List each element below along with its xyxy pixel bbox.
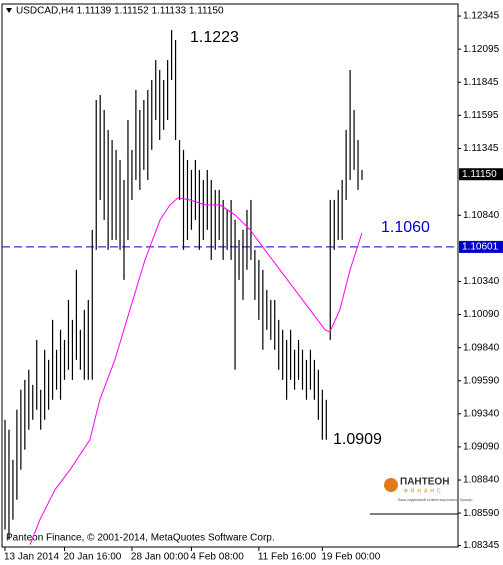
x-tick-label: 13 Jan 2014	[4, 552, 59, 563]
y-tick-label: 1.08345	[463, 540, 500, 551]
level-label: 1.10601	[462, 242, 499, 253]
y-tick-label: 1.12345	[463, 11, 500, 22]
plot-frame	[1, 3, 459, 548]
y-tick-label: 1.08590	[463, 508, 500, 519]
y-tick-label: 1.10840	[463, 210, 500, 221]
price-label: 1.11150	[462, 169, 497, 180]
y-tick-label: 1.11845	[463, 77, 499, 88]
y-tick-label: 1.09090	[463, 442, 500, 453]
y-tick-label: 1.10090	[463, 309, 500, 320]
x-tick-label: 4 Feb 08:00	[190, 552, 244, 563]
y-tick-label: 1.09340	[463, 408, 500, 419]
footer: Panteon Finance, © 2001-2014, MetaQuotes…	[6, 533, 275, 544]
x-tick-label: 11 Feb 16:00	[258, 552, 317, 563]
annotation: 1.1223	[190, 29, 239, 46]
level-label-bg	[459, 240, 503, 253]
x-tick-label: 19 Feb 00:00	[321, 552, 380, 563]
y-tick-label: 1.11595	[463, 110, 499, 121]
logo-icon	[384, 478, 398, 492]
logo-sub: ФИНАНС	[404, 488, 444, 494]
chart-title: USDCAD,H4 1.11139 1.11152 1.11133 1.1115…	[16, 6, 224, 17]
y-tick-label: 1.09840	[463, 342, 500, 353]
logo: ПАНТЕОН ФИНАНС Ваш надежный инвестиционн…	[384, 477, 473, 502]
menu-arrow	[6, 8, 12, 13]
logo-name: ПАНТЕОН	[400, 477, 449, 488]
x-tick-label: 20 Jan 16:00	[64, 552, 122, 563]
y-tick-label: 1.12095	[463, 44, 500, 55]
price-label-bg	[459, 168, 503, 181]
y-tick-label: 1.08840	[463, 475, 500, 486]
logo-tagline: Ваш надежный инвестиционный брокер	[398, 497, 473, 502]
y-tick-label: 1.10340	[463, 276, 500, 287]
annotation: 1.0909	[333, 431, 382, 448]
annotation: 1.1060	[381, 219, 430, 236]
y-tick-label: 1.11345	[463, 143, 499, 154]
y-tick-label: 1.09590	[463, 375, 500, 386]
x-tick-label: 28 Jan 00:00	[131, 552, 189, 563]
moving-average	[29, 197, 363, 545]
